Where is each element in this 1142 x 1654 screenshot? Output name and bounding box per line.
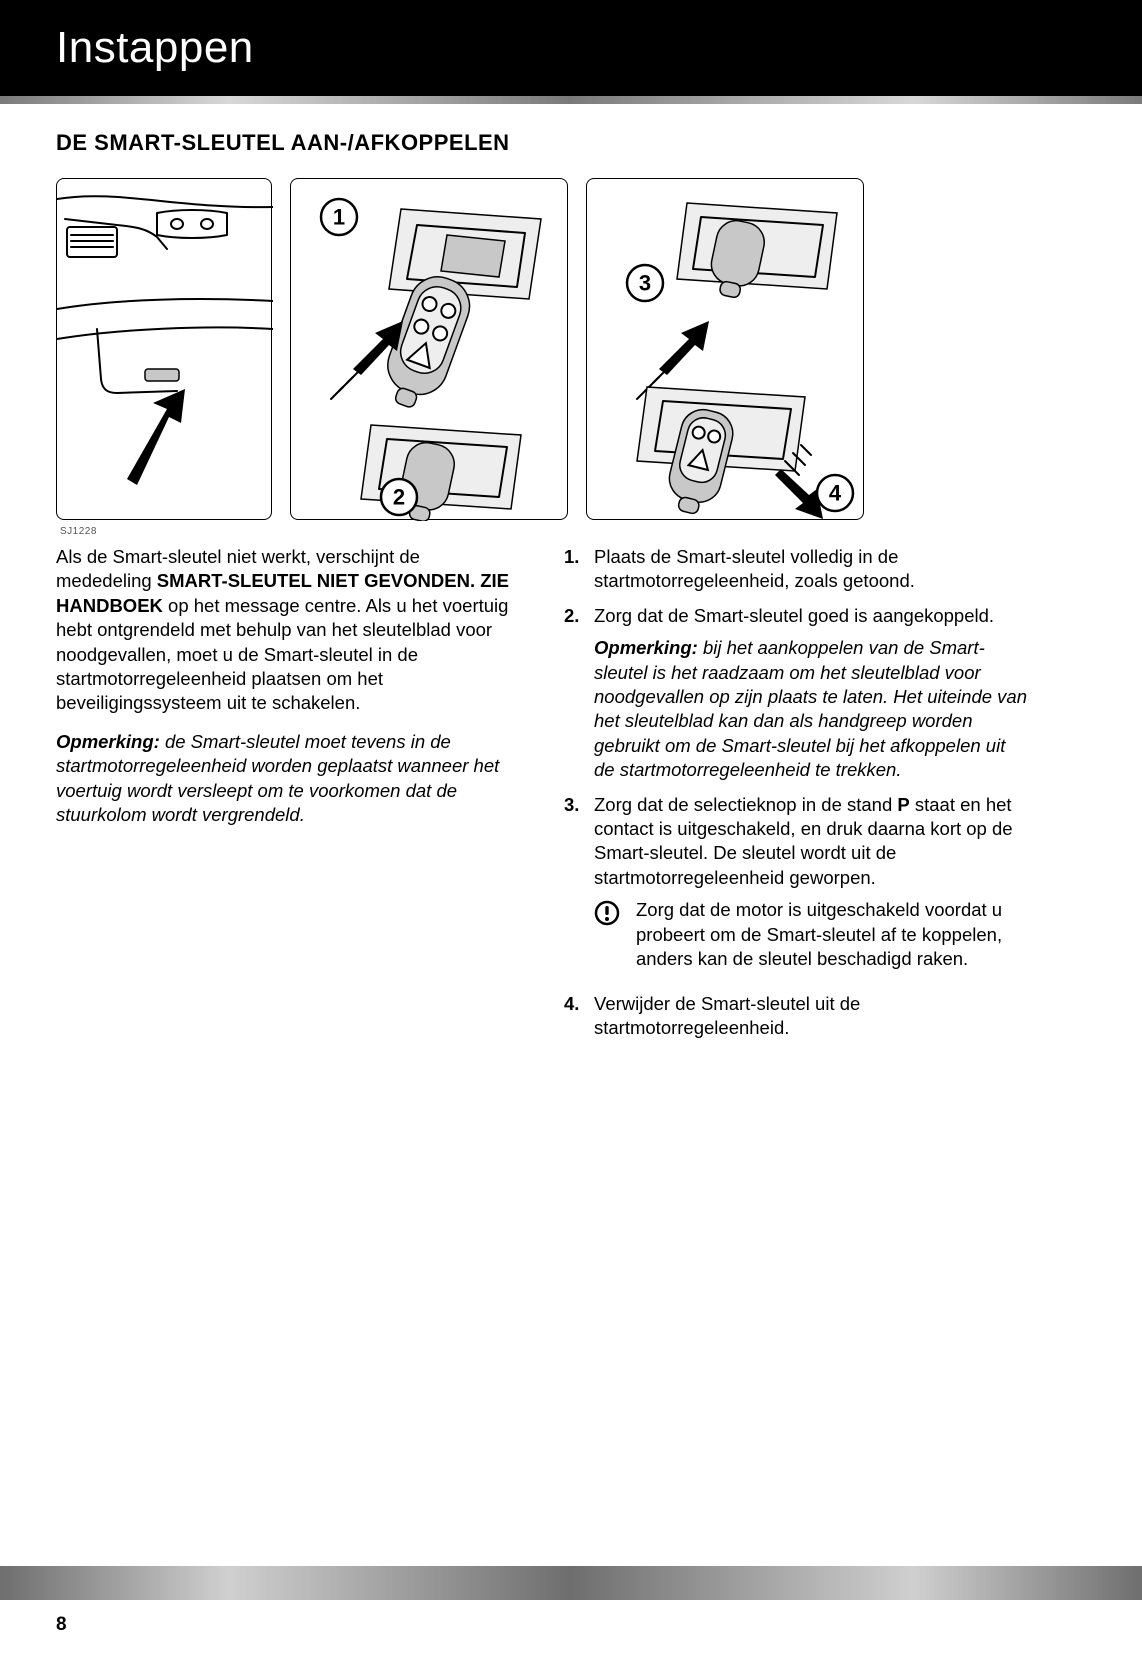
caution-block: Zorg dat de motor is uitgeschakeld voord… — [594, 898, 1028, 971]
page-content: DE SMART-SLEUTEL AAN-/AFKOPPELEN — [0, 104, 1142, 1050]
step-num: 3. — [564, 793, 594, 982]
chapter-title: Instappen — [56, 23, 254, 73]
chapter-header-bar: Instappen — [0, 0, 1142, 96]
step-3: 3. Zorg dat de selectieknop in de stand … — [564, 793, 1028, 982]
figure-row: 1 2 — [56, 178, 1086, 520]
step-num: 2. — [564, 604, 594, 783]
dashboard-illustration — [57, 179, 273, 521]
left-column: Als de Smart-sleutel niet werkt, verschi… — [56, 545, 520, 1050]
caution-icon — [594, 898, 636, 971]
text-columns: Als de Smart-sleutel niet werkt, verschi… — [56, 545, 1086, 1050]
step-body: Zorg dat de Smart-sleutel goed is aangek… — [594, 604, 1028, 783]
step-1: 1. Plaats de Smart-sleutel volledig in d… — [564, 545, 1028, 594]
step-text: Plaats de Smart-sleutel volledig in de s… — [594, 545, 1028, 594]
right-column: 1. Plaats de Smart-sleutel volledig in d… — [564, 545, 1028, 1050]
caution-text: Zorg dat de motor is uitgeschakeld voord… — [636, 898, 1028, 971]
figure-id: SJ1228 — [60, 526, 1086, 537]
page-number: 8 — [56, 1614, 67, 1636]
figure-panel-insert: 1 2 — [290, 178, 568, 520]
callout-1: 1 — [333, 205, 345, 230]
figure-panel-remove: 3 4 — [586, 178, 864, 520]
step-pre: Zorg dat de selectieknop in de stand — [594, 794, 897, 815]
figure-panel-location — [56, 178, 272, 520]
callout-3: 3 — [639, 271, 651, 296]
step-2-note: Opmerking: bij het aankoppelen van de Sm… — [594, 636, 1028, 782]
step-body: Zorg dat de selectieknop in de stand P s… — [594, 793, 1028, 982]
step-4: 4. Verwijder de Smart-sleutel uit de sta… — [564, 992, 1028, 1041]
note-label: Opmerking: — [594, 637, 698, 658]
note-text: bij het aankoppelen van de Smart-sleutel… — [594, 637, 1027, 780]
step-num: 1. — [564, 545, 594, 594]
step-text: Verwijder de Smart-sleutel uit de startm… — [594, 992, 1028, 1041]
note-label: Opmerking: — [56, 731, 160, 752]
footer-divider — [0, 1566, 1142, 1600]
steps-list: 1. Plaats de Smart-sleutel volledig in d… — [564, 545, 1028, 1040]
remove-illustration: 3 4 — [587, 179, 865, 521]
step-bold: P — [897, 794, 909, 815]
section-heading: DE SMART-SLEUTEL AAN-/AFKOPPELEN — [56, 130, 1086, 156]
step-text: Zorg dat de Smart-sleutel goed is aangek… — [594, 605, 994, 626]
step-num: 4. — [564, 992, 594, 1041]
header-divider — [0, 96, 1142, 104]
callout-2: 2 — [393, 485, 405, 510]
callout-4: 4 — [829, 481, 842, 506]
intro-paragraph: Als de Smart-sleutel niet werkt, verschi… — [56, 545, 520, 716]
step-2: 2. Zorg dat de Smart-sleutel goed is aan… — [564, 604, 1028, 783]
left-note: Opmerking: de Smart-sleutel moet tevens … — [56, 730, 520, 828]
manual-page: Instappen DE SMART-SLEUTEL AAN-/AFKOPPEL… — [0, 0, 1142, 1654]
insert-illustration: 1 2 — [291, 179, 569, 521]
